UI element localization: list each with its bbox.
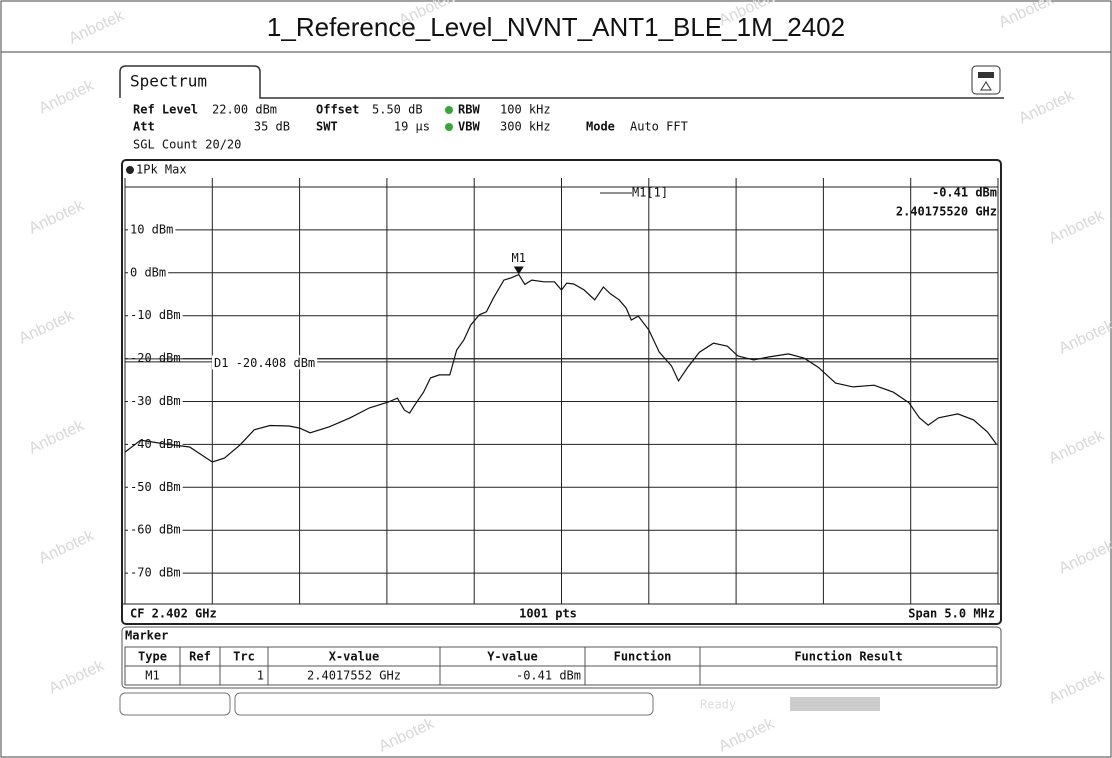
status-box xyxy=(234,692,654,716)
y-tick-label: -50 dBm xyxy=(130,480,181,494)
points: 1001 pts xyxy=(519,607,577,621)
setting-value: 100 kHz xyxy=(500,103,551,117)
label-bg xyxy=(128,394,183,409)
status-box xyxy=(119,692,231,716)
marker xyxy=(513,266,524,275)
y-tick-label: 10 dBm xyxy=(130,222,173,236)
y-tick-label: 0 dBm xyxy=(130,265,166,279)
table-header: Ref xyxy=(189,650,211,664)
setting-name: SWT xyxy=(316,120,338,134)
setting-value: 300 kHz xyxy=(500,120,551,134)
table-header: Function xyxy=(614,650,672,664)
marker-label: M1 xyxy=(512,251,526,265)
display-line-label: D1 -20.408 dBm xyxy=(214,356,315,370)
table-cell: 2.4017552 GHz xyxy=(307,669,401,683)
y-tick-label: -70 dBm xyxy=(130,566,181,580)
title: 1_Reference_Level_NVNT_ANT1_BLE_1M_2402 xyxy=(267,12,845,42)
icon xyxy=(980,81,992,91)
table-cell: 1 xyxy=(257,669,264,683)
table-cell: M1 xyxy=(145,669,159,683)
marker-title: Marker xyxy=(125,629,168,643)
label-bg xyxy=(128,308,183,323)
span: Span 5.0 MHz xyxy=(908,607,995,621)
readout-frequency: 2.40175520 GHz xyxy=(896,205,997,219)
table-header: X-value xyxy=(329,650,380,664)
marker-panel xyxy=(121,626,1002,689)
icon xyxy=(978,72,994,78)
status-led xyxy=(445,123,453,131)
label-bg xyxy=(128,222,176,237)
trace-dot xyxy=(126,166,134,174)
center-frequency: CF 2.402 GHz xyxy=(130,607,217,621)
tab-shape xyxy=(119,65,1004,99)
trace xyxy=(124,273,997,463)
y-tick-label: -40 dBm xyxy=(130,437,181,451)
table-header: Type xyxy=(138,650,167,664)
y-tick-label: -60 dBm xyxy=(130,523,181,537)
y-tick-label: -10 dBm xyxy=(130,308,181,322)
status-text: Ready xyxy=(700,698,736,712)
setting-value: Auto FFT xyxy=(630,120,688,134)
setting-value: 22.00 dBm xyxy=(212,103,277,117)
y-tick-label: -20 dBm xyxy=(130,351,181,365)
y-tick-label: -30 dBm xyxy=(130,394,181,408)
status-led xyxy=(445,106,453,114)
table-header: Y-value xyxy=(487,650,538,664)
readout-level: -0.41 dBm xyxy=(932,186,997,200)
setting-value: 35 dB xyxy=(254,120,290,134)
setting-name: Att xyxy=(133,120,155,134)
table-header: Function Result xyxy=(794,650,902,664)
readout-name: M1[1] xyxy=(632,186,668,200)
label-bg xyxy=(128,437,183,452)
setting-name: RBW xyxy=(458,103,480,117)
setting-name: Offset xyxy=(316,103,359,117)
label-bg xyxy=(128,480,183,495)
table-cell: -0.41 dBm xyxy=(516,669,581,683)
label-bg xyxy=(212,355,318,370)
setting-name: Ref Level xyxy=(133,103,198,117)
table-header: Trc xyxy=(233,650,255,664)
trace-label: 1Pk Max xyxy=(136,163,187,177)
label-bg xyxy=(128,523,183,538)
setting-value: 19 µs xyxy=(394,120,430,134)
label-bg xyxy=(128,566,183,581)
sweep-count: SGL Count 20/20 xyxy=(133,138,241,152)
tab-label: Spectrum xyxy=(130,72,207,91)
setting-value: 5.50 dB xyxy=(372,103,423,117)
label-bg xyxy=(128,265,169,280)
progress xyxy=(790,697,880,711)
setting-name: Mode xyxy=(586,120,615,134)
setting-name: VBW xyxy=(458,120,480,134)
